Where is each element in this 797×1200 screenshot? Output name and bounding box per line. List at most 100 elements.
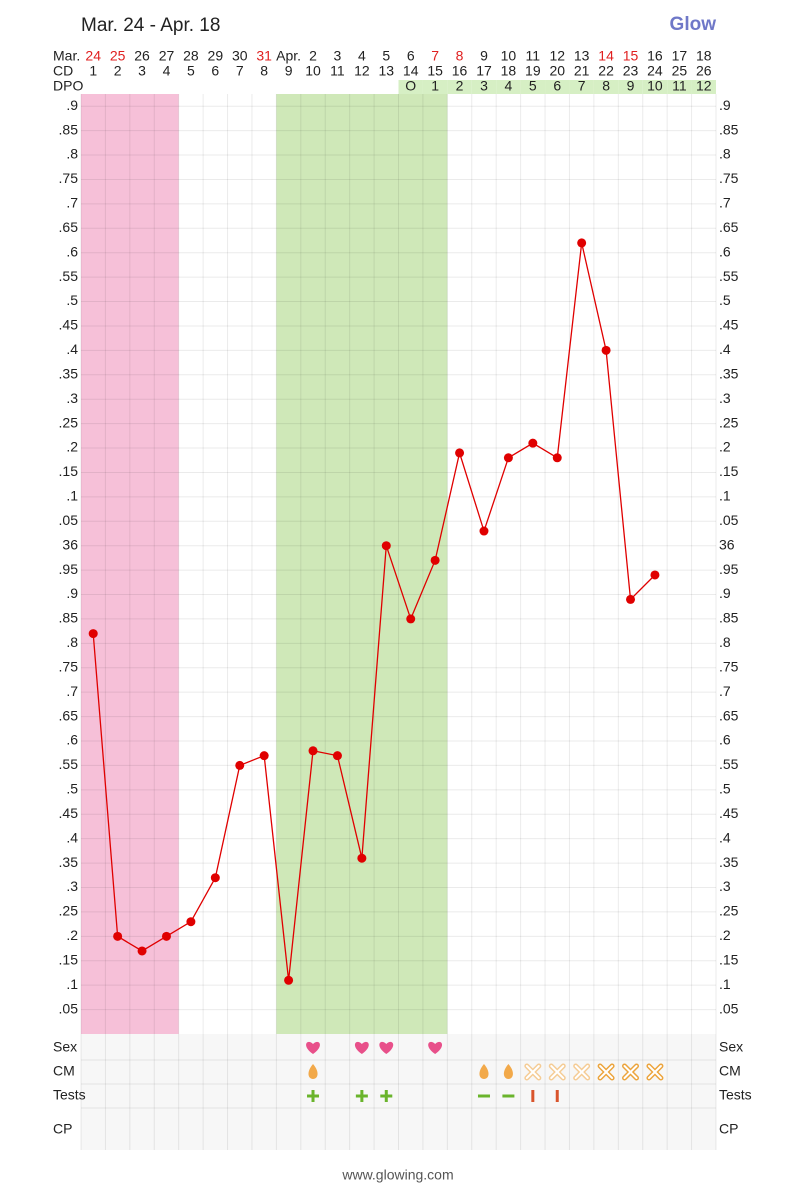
y-tick-label-right: .15 — [719, 951, 739, 967]
y-tick-label-right: .1 — [719, 488, 731, 504]
dpo-cell — [520, 80, 546, 94]
date-label: 14 — [598, 48, 614, 64]
y-tick-label-right: .7 — [719, 683, 731, 699]
y-tick-label-right: .85 — [719, 121, 739, 137]
y-tick-label: .4 — [66, 829, 78, 845]
dpo-label: 3 — [480, 78, 488, 94]
sex-icon — [354, 1041, 369, 1054]
dpo-label: 12 — [696, 78, 712, 94]
row-label: Sex — [53, 1039, 77, 1055]
row-label-right: CP — [719, 1121, 738, 1137]
y-tick-label: .9 — [66, 585, 78, 601]
y-tick-label: .45 — [59, 805, 79, 821]
dpo-cell — [398, 80, 423, 94]
temperature-point — [308, 746, 318, 756]
y-tick-label-right: .8 — [719, 634, 731, 650]
dpo-label: 1 — [431, 78, 439, 94]
y-tick-label: .55 — [59, 268, 79, 284]
row-label: DPO — [53, 78, 83, 94]
row-label-right: Tests — [719, 1087, 752, 1103]
dpo-cell — [545, 80, 570, 94]
temperature-point — [284, 975, 294, 985]
y-tick-label: .55 — [59, 756, 79, 772]
test-icon — [307, 1090, 320, 1102]
dpo-label: 7 — [578, 78, 586, 94]
y-tick-label-right: .4 — [719, 341, 731, 357]
y-tick-label-right: .75 — [719, 170, 739, 186]
y-tick-label: .05 — [59, 1000, 79, 1016]
date-label: 6 — [407, 48, 415, 64]
temperature-point — [332, 751, 342, 761]
date-label: 3 — [334, 48, 342, 64]
y-tick-label: .8 — [66, 634, 78, 650]
temperature-point — [210, 873, 220, 883]
row-label-right: Sex — [719, 1039, 743, 1055]
row-label-right: CM — [719, 1063, 741, 1079]
y-tick-label-right: .6 — [719, 732, 731, 748]
dpo-cell — [691, 80, 716, 94]
chart-title: Mar. 24 - Apr. 18 — [81, 15, 220, 36]
dpo-cell — [496, 80, 521, 94]
date-label: 7 — [431, 48, 439, 64]
cm-icon-inner — [623, 1065, 638, 1079]
date-label: 31 — [256, 48, 272, 64]
cd-label: 25 — [672, 63, 688, 79]
temperature-point — [650, 570, 660, 580]
y-tick-label-right: .7 — [719, 195, 731, 211]
cd-label: 26 — [696, 63, 712, 79]
date-label: 17 — [672, 48, 688, 64]
y-tick-label-right: .05 — [719, 1000, 739, 1016]
y-tick-label: .65 — [59, 707, 79, 723]
cd-label: 1 — [89, 63, 97, 79]
cm-icon — [308, 1064, 318, 1079]
dpo-label: 9 — [627, 78, 635, 94]
temperature-point — [601, 345, 611, 355]
temperature-point — [626, 594, 636, 604]
date-label: 11 — [526, 48, 541, 64]
date-label: 13 — [574, 48, 590, 64]
y-tick-label-right: .85 — [719, 610, 739, 626]
temperature-point — [577, 238, 587, 248]
y-tick-label: .35 — [59, 854, 79, 870]
y-tick-label: .25 — [59, 414, 79, 430]
cd-label: 19 — [525, 63, 541, 79]
row-label: CD — [53, 63, 73, 79]
dpo-label: 11 — [672, 78, 687, 94]
y-tick-label: .85 — [59, 610, 79, 626]
date-label: 10 — [501, 48, 517, 64]
dpo-cell — [447, 80, 472, 94]
phase-band — [81, 94, 179, 1034]
sex-icon — [428, 1041, 443, 1054]
y-tick-label: .1 — [66, 488, 78, 504]
y-tick-label: .6 — [66, 243, 78, 259]
cd-label: 8 — [260, 63, 268, 79]
cd-label: 13 — [378, 63, 394, 79]
y-tick-label-right: .2 — [719, 927, 731, 943]
y-tick-label: .8 — [66, 146, 78, 162]
dpo-label: 2 — [456, 78, 464, 94]
test-icon — [355, 1090, 368, 1102]
y-tick-label-right: .55 — [719, 756, 739, 772]
y-tick-label: .7 — [66, 683, 78, 699]
y-tick-label: .75 — [59, 170, 79, 186]
y-tick-label: .3 — [66, 390, 78, 406]
row-label: CP — [53, 1121, 72, 1137]
row-label: CM — [53, 1063, 75, 1079]
dpo-cell — [642, 80, 668, 94]
cd-label: 9 — [285, 63, 293, 79]
dpo-cell — [471, 80, 497, 94]
date-label: 2 — [309, 48, 317, 64]
date-label: 16 — [647, 48, 663, 64]
cm-icon-inner — [574, 1065, 589, 1079]
cm-icon — [479, 1064, 489, 1079]
temperature-point — [479, 526, 489, 536]
cd-label: 18 — [501, 63, 517, 79]
y-tick-label-right: .3 — [719, 878, 731, 894]
y-tick-label-right: .55 — [719, 268, 739, 284]
cd-label: 11 — [330, 63, 345, 79]
y-tick-label-right: .8 — [719, 146, 731, 162]
footer: www.glowing.com — [341, 1167, 453, 1183]
y-tick-label: .5 — [66, 292, 78, 308]
cd-label: 22 — [598, 63, 614, 79]
